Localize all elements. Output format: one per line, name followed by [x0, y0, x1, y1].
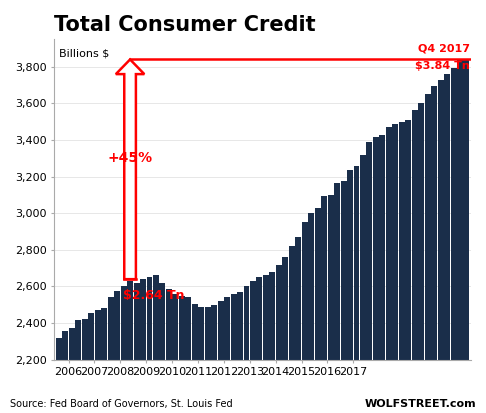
- Bar: [198, 306, 204, 413]
- Bar: [146, 277, 153, 413]
- Bar: [399, 122, 405, 413]
- Bar: [231, 294, 237, 413]
- Bar: [62, 331, 69, 413]
- Bar: [257, 277, 262, 413]
- Bar: [276, 264, 282, 413]
- Bar: [269, 272, 276, 413]
- Bar: [108, 297, 114, 413]
- Text: $3.84 Tn: $3.84 Tn: [415, 61, 469, 71]
- Bar: [437, 80, 444, 413]
- Bar: [302, 223, 308, 413]
- Bar: [418, 103, 424, 413]
- Bar: [328, 195, 333, 413]
- Text: +45%: +45%: [107, 151, 153, 165]
- Bar: [464, 59, 469, 413]
- Bar: [282, 257, 288, 413]
- Bar: [360, 155, 366, 413]
- Bar: [451, 68, 456, 413]
- Bar: [179, 296, 185, 413]
- Bar: [192, 304, 198, 413]
- Bar: [185, 297, 191, 413]
- Bar: [56, 338, 62, 413]
- Polygon shape: [116, 59, 144, 279]
- Bar: [431, 86, 437, 413]
- Bar: [211, 305, 217, 413]
- Bar: [341, 181, 347, 413]
- Bar: [127, 281, 133, 413]
- Bar: [166, 289, 172, 413]
- Text: WOLFSTREET.com: WOLFSTREET.com: [364, 399, 476, 409]
- Bar: [75, 320, 81, 413]
- Bar: [173, 294, 178, 413]
- Bar: [386, 127, 392, 413]
- Bar: [457, 59, 463, 413]
- Text: Q4 2017: Q4 2017: [417, 44, 469, 54]
- Bar: [121, 287, 126, 413]
- Bar: [82, 319, 88, 413]
- Bar: [321, 196, 327, 413]
- Text: Billions $: Billions $: [58, 49, 109, 59]
- Bar: [412, 110, 417, 413]
- Bar: [101, 309, 107, 413]
- Bar: [315, 208, 321, 413]
- Bar: [95, 310, 101, 413]
- Bar: [263, 275, 269, 413]
- Bar: [159, 283, 165, 413]
- Bar: [114, 291, 120, 413]
- Bar: [353, 166, 360, 413]
- Bar: [334, 183, 340, 413]
- Bar: [347, 170, 353, 413]
- Bar: [224, 297, 230, 413]
- Bar: [237, 292, 243, 413]
- Bar: [153, 275, 159, 413]
- Bar: [250, 281, 256, 413]
- Bar: [218, 301, 224, 413]
- Bar: [243, 287, 249, 413]
- Text: Source: Fed Board of Governors, St. Louis Fed: Source: Fed Board of Governors, St. Loui…: [10, 399, 232, 409]
- Bar: [405, 120, 411, 413]
- Bar: [140, 279, 146, 413]
- Bar: [289, 246, 295, 413]
- Text: $2.64 Tn: $2.64 Tn: [123, 289, 185, 302]
- Bar: [380, 135, 385, 413]
- Bar: [205, 306, 211, 413]
- Bar: [69, 328, 75, 413]
- Bar: [295, 237, 301, 413]
- Bar: [373, 137, 379, 413]
- Bar: [134, 283, 139, 413]
- Bar: [366, 142, 372, 413]
- Bar: [444, 74, 450, 413]
- Bar: [88, 313, 94, 413]
- Text: Total Consumer Credit: Total Consumer Credit: [54, 15, 316, 35]
- Bar: [425, 94, 431, 413]
- Bar: [392, 123, 399, 413]
- Bar: [308, 213, 314, 413]
